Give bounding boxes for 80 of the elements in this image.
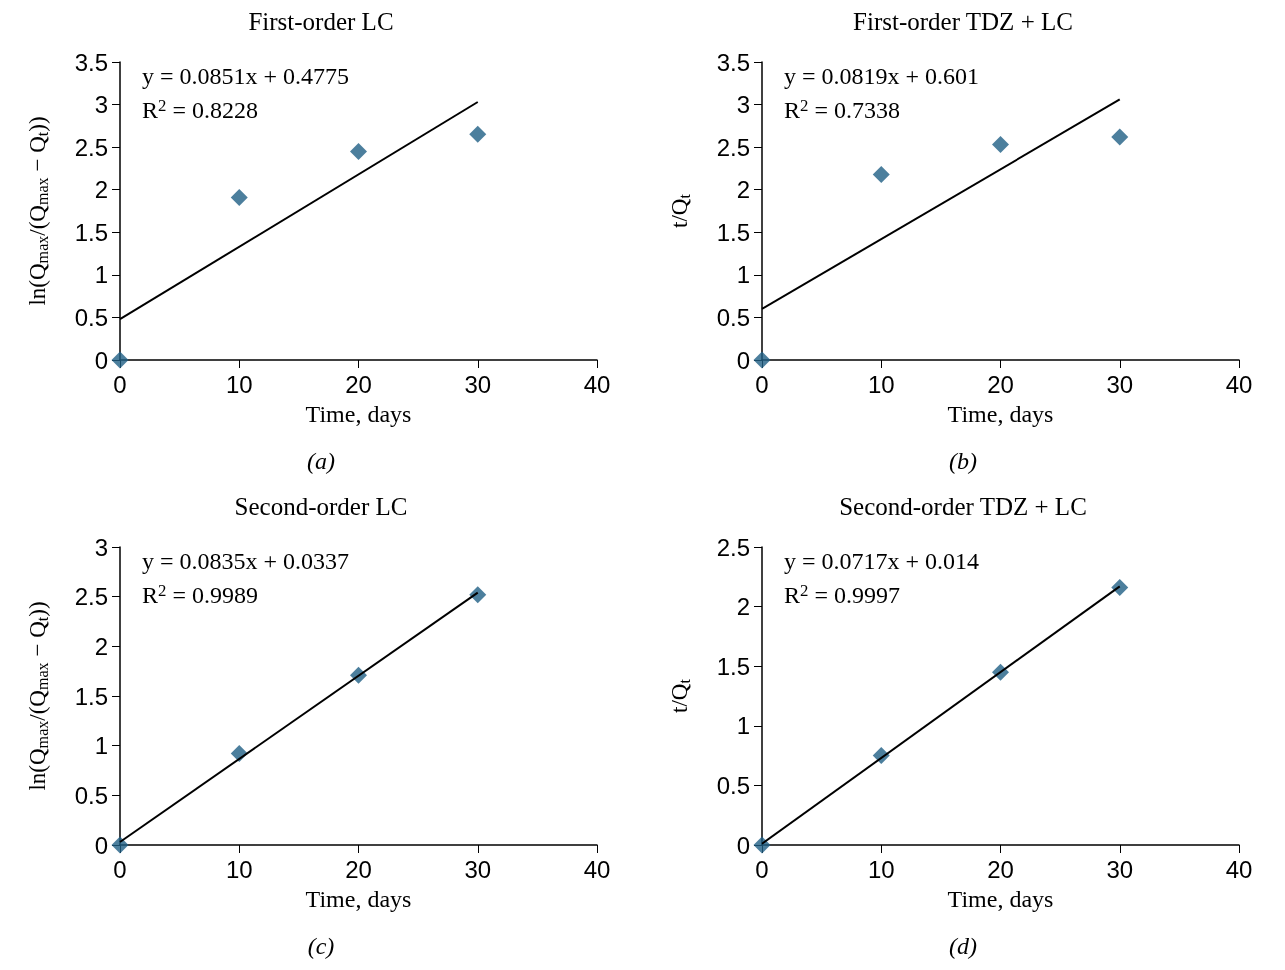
x-tick-label: 40 bbox=[583, 855, 611, 883]
y-axis-title: ln(Qmax/(Qmax − Qt)) bbox=[25, 601, 51, 791]
text: (b) bbox=[949, 448, 977, 474]
x-tick-label: 40 bbox=[583, 370, 611, 398]
y-tick-label: 1.5 bbox=[716, 652, 750, 680]
y-axis-title: t/Qt bbox=[667, 193, 693, 228]
y-tick-label: 3 bbox=[94, 91, 108, 119]
y-tick-label: 0 bbox=[94, 831, 108, 859]
x-tick-label: 10 bbox=[225, 370, 253, 398]
x-tick-label: 20 bbox=[987, 370, 1014, 398]
point bbox=[350, 142, 367, 160]
point bbox=[469, 125, 487, 143]
y-tick-label: 1 bbox=[736, 712, 750, 740]
x-tick-label: 10 bbox=[867, 370, 895, 398]
y-tick-label: 2 bbox=[736, 593, 750, 621]
y-tick-label: 2 bbox=[94, 632, 108, 660]
x-tick-label: 20 bbox=[345, 370, 372, 398]
annotation: y = 0.0835x + 0.0337 bbox=[142, 548, 350, 574]
y-tick-label: 0.5 bbox=[74, 781, 108, 809]
y-axis-title: ln(Qmax/(Qmax − Qt)) bbox=[25, 116, 51, 306]
chart-title: First-order TDZ + LC bbox=[853, 8, 1073, 35]
y-tick-label: 2.5 bbox=[716, 133, 750, 161]
point bbox=[1111, 128, 1129, 146]
chart-title: Second-order LC bbox=[234, 493, 408, 520]
point bbox=[230, 188, 248, 206]
text: (c) bbox=[307, 933, 335, 959]
x-tick-label: 40 bbox=[1225, 370, 1253, 398]
x-axis-title: Time, days bbox=[947, 401, 1054, 427]
y-tick-label: 1 bbox=[736, 261, 750, 289]
y-tick-label: 2.5 bbox=[74, 583, 108, 611]
text: (a) bbox=[307, 448, 335, 474]
y-tick-label: 2 bbox=[736, 176, 750, 204]
point bbox=[992, 136, 1009, 154]
y-tick-label: 0.5 bbox=[716, 303, 750, 331]
y-tick-label: 0.5 bbox=[74, 303, 108, 331]
y-tick-label: 1.5 bbox=[716, 218, 750, 246]
point bbox=[1111, 579, 1129, 597]
annotation: y = 0.0851x + 0.4775 bbox=[142, 63, 350, 89]
x-tick-label: 30 bbox=[1106, 855, 1134, 883]
annotation: y = 0.0717x + 0.014 bbox=[784, 548, 980, 574]
annotation: y = 0.0819x + 0.601 bbox=[784, 63, 980, 89]
y-tick-label: 3.5 bbox=[74, 48, 108, 76]
x-tick-label: 30 bbox=[464, 370, 492, 398]
chart-title: Second-order TDZ + LC bbox=[839, 493, 1087, 520]
point bbox=[753, 836, 771, 854]
chart-title: First-order LC bbox=[248, 8, 394, 35]
y-tick-label: 0 bbox=[736, 831, 750, 859]
x-tick-label: 40 bbox=[1225, 855, 1253, 883]
x-tick-label: 20 bbox=[345, 855, 372, 883]
y-tick-label: 2 bbox=[94, 176, 108, 204]
y-tick-label: 1 bbox=[94, 261, 108, 289]
y-tick-label: 2.5 bbox=[716, 533, 750, 561]
y-tick-label: 0 bbox=[736, 346, 750, 374]
y-tick-label: 3 bbox=[94, 533, 108, 561]
x-tick-label: 20 bbox=[987, 855, 1014, 883]
x-tick-label: 30 bbox=[1106, 370, 1134, 398]
y-tick-label: 0.5 bbox=[716, 771, 750, 799]
x-tick-label: 0 bbox=[113, 855, 127, 883]
text: (d) bbox=[949, 933, 977, 959]
y-tick-label: 0 bbox=[94, 346, 108, 374]
y-tick-label: 3.5 bbox=[716, 48, 750, 76]
point bbox=[111, 836, 129, 854]
point bbox=[872, 165, 890, 183]
y-tick-label: 1.5 bbox=[74, 682, 108, 710]
y-axis-title: t/Qt bbox=[667, 678, 693, 713]
y-tick-label: 1.5 bbox=[74, 218, 108, 246]
x-axis-title: Time, days bbox=[305, 886, 412, 912]
x-axis-title: Time, days bbox=[947, 886, 1054, 912]
y-tick-label: 1 bbox=[94, 732, 108, 760]
x-tick-label: 0 bbox=[755, 370, 769, 398]
x-tick-label: 10 bbox=[225, 855, 253, 883]
y-tick-label: 3 bbox=[736, 91, 750, 119]
x-tick-label: 10 bbox=[867, 855, 895, 883]
x-axis-title: Time, days bbox=[305, 401, 412, 427]
x-tick-label: 0 bbox=[755, 855, 769, 883]
y-tick-label: 2.5 bbox=[74, 133, 108, 161]
point bbox=[753, 351, 771, 369]
x-tick-label: 30 bbox=[464, 855, 492, 883]
x-tick-label: 0 bbox=[113, 370, 127, 398]
point bbox=[111, 351, 129, 369]
